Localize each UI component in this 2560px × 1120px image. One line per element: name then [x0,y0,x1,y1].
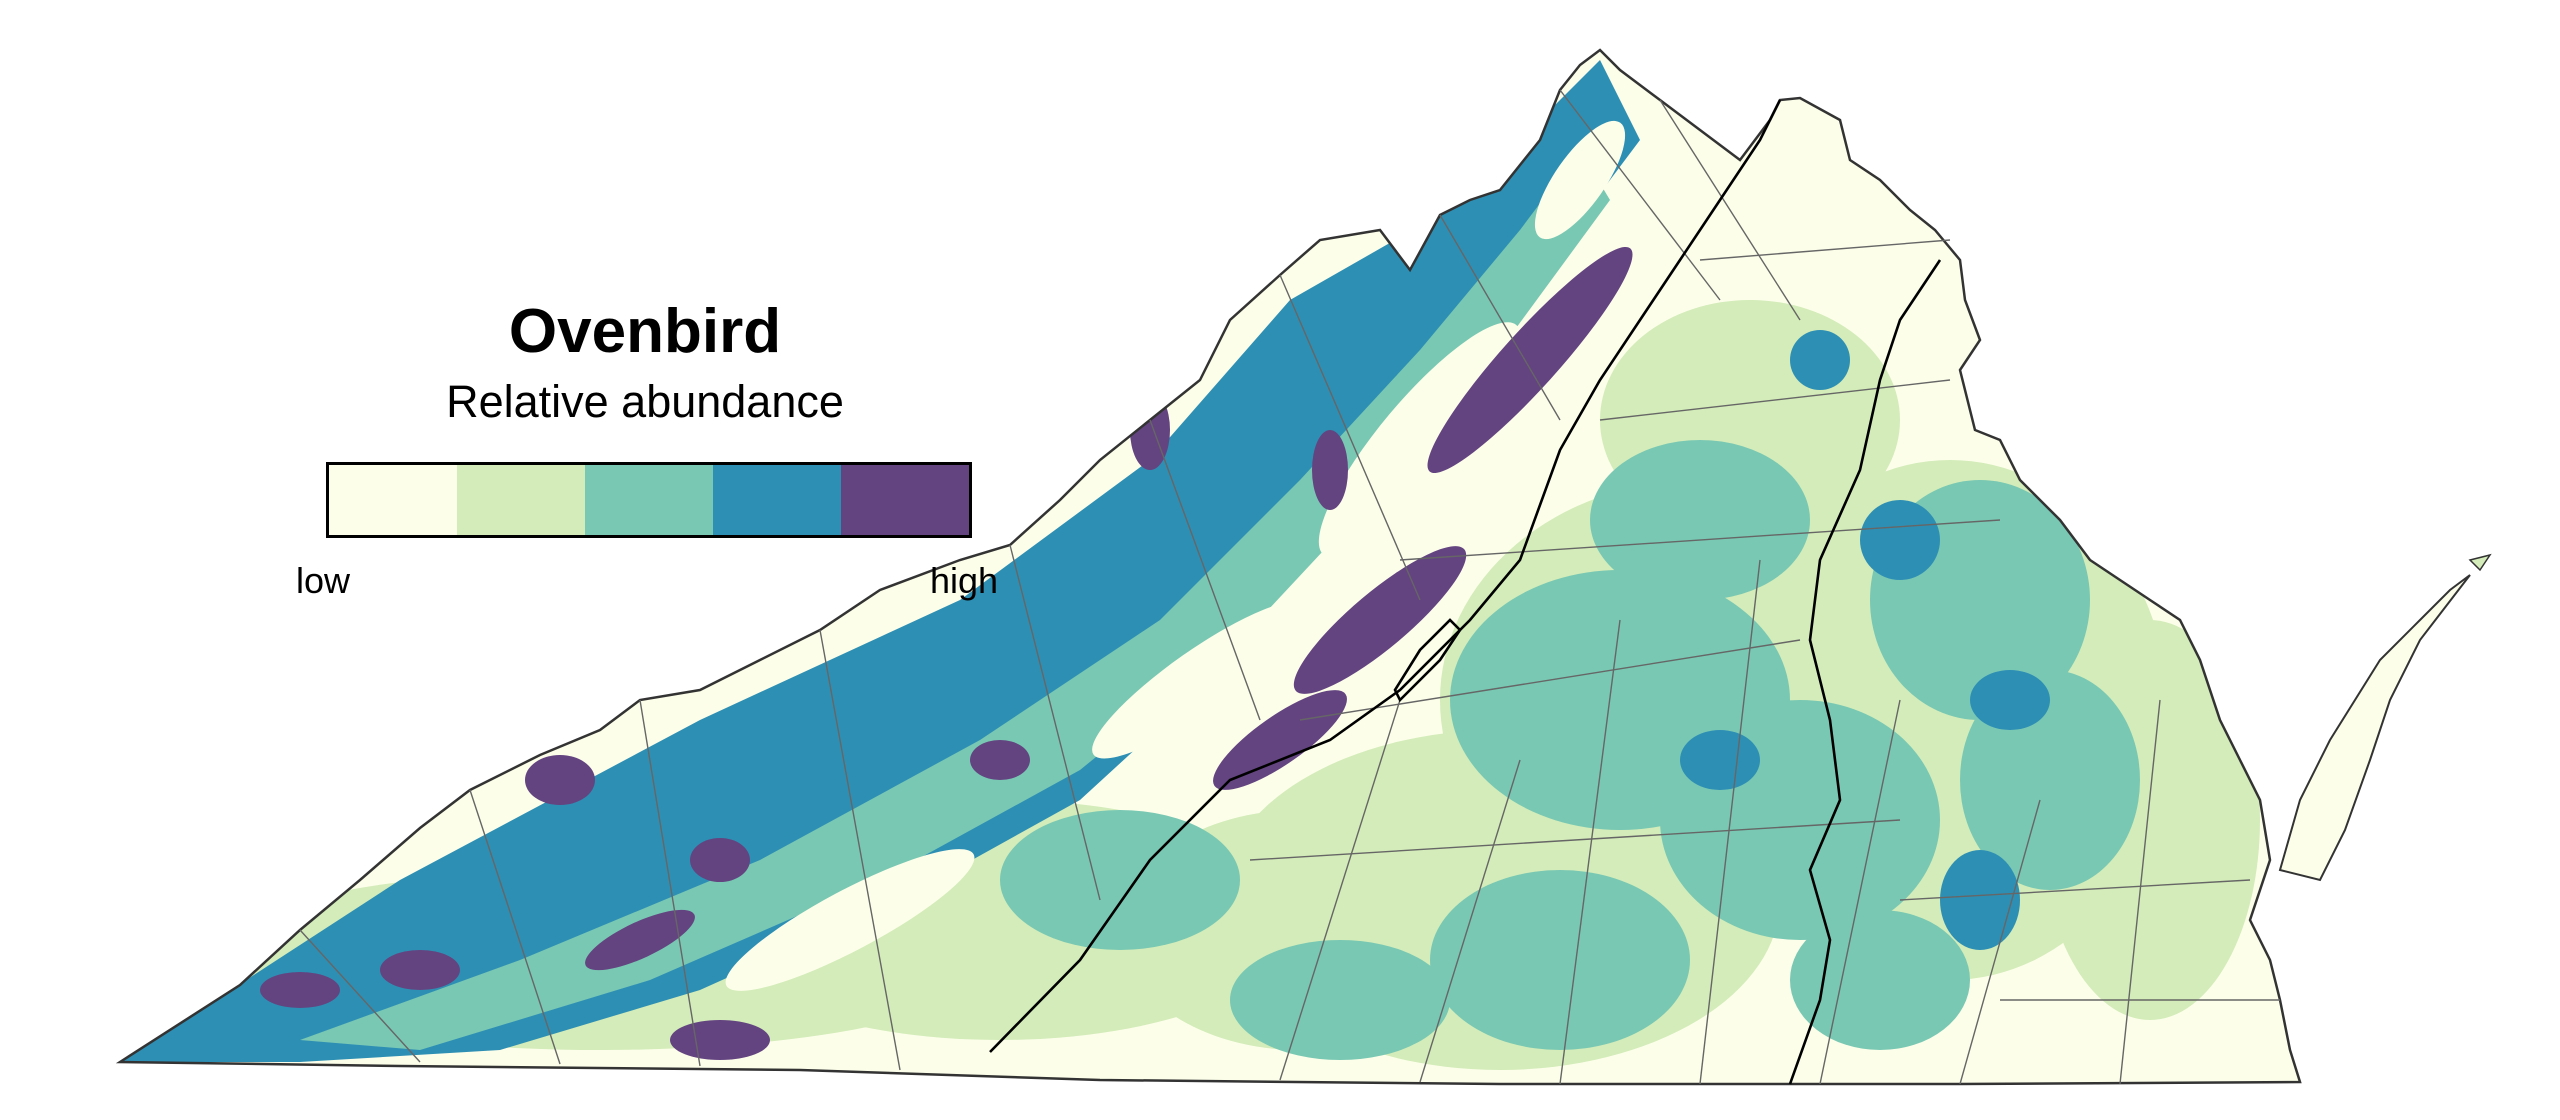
legend-low-label: low [296,560,351,601]
blue-ridge-line [989,99,1782,1053]
abundance-class-4-piedmont [1680,330,2050,950]
legend-swatch-2 [457,465,585,535]
map-subtitle: Relative abundance [446,376,844,427]
region-boundaries [989,99,1942,1085]
map-title: Ovenbird [508,297,782,366]
abundance-class-1-valleys [725,120,1626,991]
legend-high-label: high [930,560,999,601]
eastern-shore [2278,553,2492,882]
legend-swatch-5 [841,465,969,535]
legend-swatch-4 [713,465,841,535]
legend-swatch-1 [329,465,457,535]
abundance-class-5 [260,246,1633,1060]
county-lines [299,89,2280,1085]
blue-ridge-loop [1393,618,1462,703]
legend-color-scale [326,462,972,538]
fall-line [1788,259,1942,1085]
legend-swatch-3 [585,465,713,535]
